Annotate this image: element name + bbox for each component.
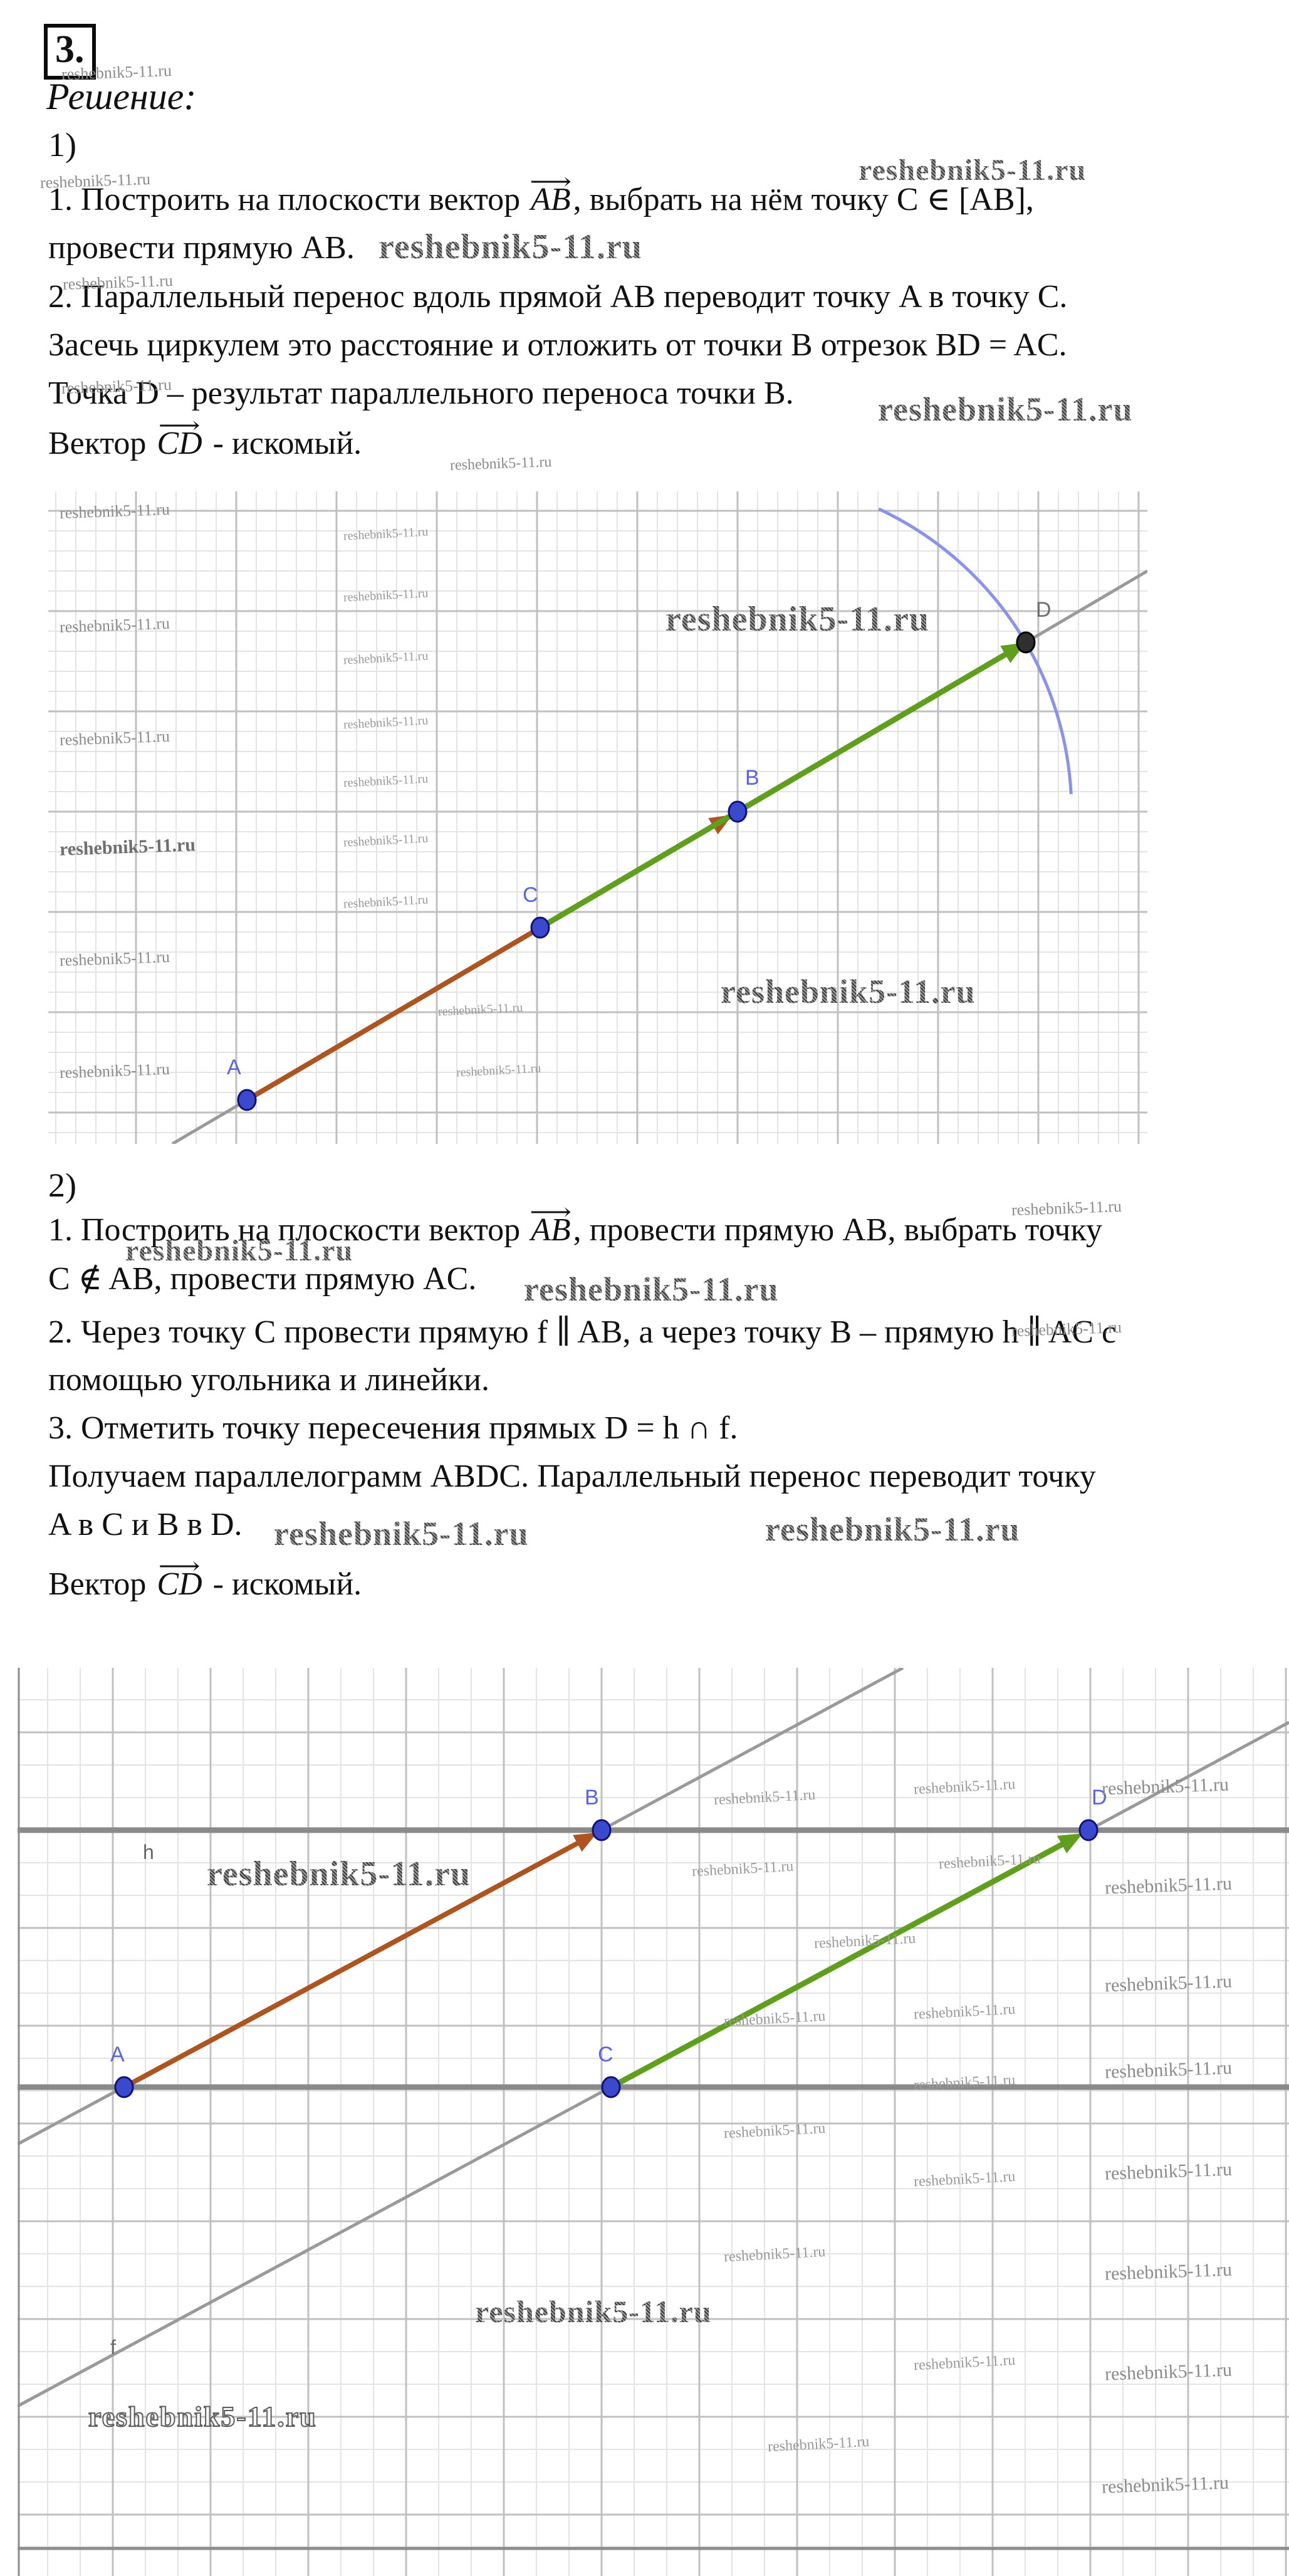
vector-ab-notation: AB — [528, 1212, 573, 1249]
watermark: reshebnik5-11.ru — [1104, 2359, 1233, 2385]
vector-line — [123, 1836, 588, 2090]
text-run: - искомый. — [204, 1566, 362, 1602]
vector-cd-notation: CD — [154, 1566, 204, 1603]
watermark: reshebnik5-11.ru — [1101, 2472, 1229, 2498]
point-label-A: A — [110, 2043, 125, 2066]
solution1-line6: Вектор CD - искомый. — [48, 425, 362, 462]
watermark: reshebnik5-11.ru — [61, 375, 172, 398]
solution2-line4: помощью угольника и линейки. — [48, 1362, 490, 1398]
vector-arrowhead — [573, 1833, 597, 1852]
watermark: reshebnik5-11.ru — [1104, 1873, 1233, 1898]
line-label-f: f — [110, 2336, 116, 2359]
watermark: reshebnik5-11.ru — [1104, 2159, 1233, 2184]
point-label-C: C — [598, 2043, 613, 2066]
vector-arrowhead — [1057, 1833, 1083, 1854]
watermark: reshebnik5-11.ru — [1011, 1317, 1122, 1341]
point-A — [237, 1089, 257, 1111]
solution1-line4: Засечь циркулем это расстояние и отложит… — [48, 327, 1067, 363]
watermark: reshebnik5-11.ru — [475, 2294, 712, 2329]
solution2-line1: 1. Построить на плоскости вектор AB, про… — [48, 1212, 1102, 1249]
watermark: reshebnik5-11.ru — [1101, 1774, 1229, 1799]
solution2-line8: Вектор CD - искомый. — [48, 1566, 362, 1603]
part2-label: 2) — [48, 1166, 76, 1204]
text-run: Вектор — [48, 426, 155, 461]
watermark: reshebnik5-11.ru — [39, 169, 151, 192]
solution1-line3: 2. Параллельный перенос вдоль прямой AB … — [48, 279, 1068, 315]
point-C — [530, 916, 550, 939]
solution2-line5: 3. Отметить точку пересечения прямых D =… — [48, 1410, 738, 1446]
vector-ab-notation: AB — [528, 181, 573, 218]
part1-label: 1) — [48, 126, 76, 164]
text-run: Вектор — [48, 1566, 155, 1602]
construction-diagram-1: A C B D — [48, 491, 1147, 1144]
point-B — [728, 800, 748, 823]
watermark: reshebnik5-11.ru — [59, 834, 196, 860]
point-D — [1016, 631, 1036, 654]
solution1-line1: 1. Построить на плоскости вектор AB, выб… — [48, 181, 1034, 218]
text-run: 1. Построить на плоскости вектор — [48, 1212, 529, 1248]
watermark: reshebnik5-11.ru — [61, 61, 172, 84]
watermark: reshebnik5-11.ru — [765, 1511, 1020, 1548]
watermark: reshebnik5-11.ru — [207, 1855, 471, 1893]
watermark: reshebnik5-11.ru — [59, 726, 170, 750]
watermark: reshebnik5-11.ru — [378, 228, 643, 266]
point-label-D: D — [1092, 1786, 1107, 1809]
point-C — [601, 2076, 621, 2098]
watermark: reshebnik5-11.ru — [88, 2401, 317, 2432]
text-run: - искомый. — [204, 426, 362, 461]
watermark: reshebnik5-11.ru — [125, 1234, 353, 1267]
watermark: reshebnik5-11.ru — [524, 1270, 779, 1308]
watermark: reshebnik5-11.ru — [1104, 2057, 1233, 2083]
watermark: reshebnik5-11.ru — [878, 390, 1133, 428]
watermark: reshebnik5-11.ru — [59, 947, 170, 970]
vector-cd-notation: CD — [154, 425, 204, 462]
point-D — [1078, 1819, 1099, 1841]
watermark: reshebnik5-11.ru — [721, 973, 976, 1010]
vector-line — [538, 646, 1016, 930]
text-run: , провести прямую AB, выбрать точку — [573, 1212, 1102, 1248]
watermark: reshebnik5-11.ru — [274, 1515, 529, 1552]
line-label-h: h — [143, 1841, 154, 1863]
watermark: reshebnik5-11.ru — [59, 1059, 170, 1082]
point-label-B: B — [585, 1786, 599, 1809]
problem-number: 3. — [44, 24, 96, 80]
watermark: reshebnik5-11.ru — [62, 271, 174, 294]
solution2-line7: A в C и B в D. — [48, 1507, 243, 1542]
compass-arc — [878, 507, 1073, 795]
solution1-line5: Точка D – результат параллельного перено… — [48, 375, 794, 411]
watermark: reshebnik5-11.ru — [59, 500, 170, 523]
watermark: reshebnik5-11.ru — [858, 154, 1087, 187]
point-A — [114, 2076, 134, 2098]
vector-line — [609, 1836, 1073, 2090]
point-label-A: A — [227, 1055, 241, 1079]
text-run: 1. Построить на плоскости вектор — [48, 182, 529, 217]
solution2-line2: C ∉ AB, провести прямую AC. — [48, 1261, 477, 1297]
solution-heading: Решение: — [46, 76, 197, 117]
solution2-line3: 2. Через точку C провести прямую f ∥ AB,… — [48, 1314, 1117, 1350]
watermark: reshebnik5-11.ru — [59, 614, 170, 637]
watermark: reshebnik5-11.ru — [665, 600, 930, 639]
watermark: reshebnik5-11.ru — [449, 454, 552, 474]
text-run: , выбрать на нём точку C ∈ [AB], — [573, 182, 1034, 217]
point-label-D: D — [1036, 598, 1052, 622]
watermark: reshebnik5-11.ru — [1104, 2259, 1233, 2285]
solution1-line2: провести прямую AB. — [48, 230, 355, 266]
watermark: reshebnik5-11.ru — [1011, 1196, 1122, 1220]
point-B — [592, 1819, 612, 1841]
point-label-B: B — [745, 766, 759, 790]
solution2-line6: Получаем параллелограмм ABDC. Параллельн… — [48, 1458, 1096, 1494]
point-label-C: C — [523, 883, 538, 907]
watermark: reshebnik5-11.ru — [1104, 1971, 1233, 1996]
